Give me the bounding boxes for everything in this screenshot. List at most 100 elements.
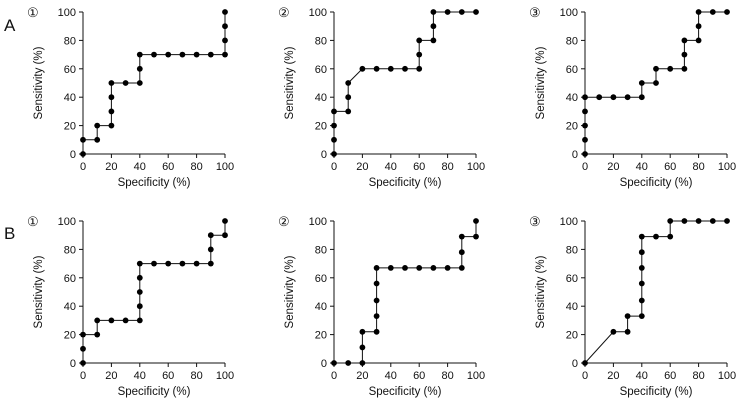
panel-a-3-roc-point (681, 65, 688, 72)
panel-a-2-y-tick-label: 40 (315, 92, 327, 104)
panel-b-2-roc-point (373, 313, 380, 319)
panel-b-3-label: ③ (529, 214, 541, 229)
panel-a-1-roc-point (136, 65, 143, 72)
panel-b-1-x-tick-label: 60 (162, 370, 174, 382)
panel-b-2-roc-point (416, 265, 423, 271)
panel-a-3-roc-point (653, 80, 659, 86)
panel-b-2-y-tick-label: 20 (315, 330, 327, 342)
panel-a-1-roc-point (94, 122, 101, 129)
panel-b-3-x-tick-label: 100 (718, 370, 736, 382)
panel-b-1-y-axis-label: Sensitivity (%) (33, 255, 45, 328)
panel-b-2-y-axis-label: Sensitivity (%) (284, 255, 296, 328)
panel-b-3-y-tick-label: 80 (566, 244, 578, 256)
panel-a-2-x-axis-label: Specificity (%) (369, 177, 442, 189)
panel-b-2-roc-point (473, 233, 479, 240)
panel-b-1-roc-line (82, 221, 226, 363)
panel-b-2-y-tick-label: 40 (315, 301, 327, 313)
panel-b-1-roc-point (122, 317, 129, 324)
panel-a-1-y-tick-label: 100 (58, 7, 76, 19)
panel-a-2-roc-point (345, 80, 352, 86)
panel-b-1-roc-point (222, 218, 228, 224)
panel-a-3-roc-point (667, 65, 674, 72)
panel-a-1: ① 0 20 40 60 80 100 0 20 40 60 80 100 Specificity (%)… (27, 5, 234, 189)
panel-a-2-roc-point (402, 65, 408, 72)
panel-b-1-x-axis-label: Specificity (%) (118, 386, 191, 398)
panel-a-1-roc-point (122, 80, 129, 86)
panel-a-2-y-tick-label: 100 (309, 7, 327, 19)
panel-a-2-roc-line (333, 11, 476, 154)
panel-a-1-x-tick-label: 60 (162, 161, 174, 173)
panel-a-3-roc-point (582, 151, 588, 157)
panel-b-3-roc-line (584, 220, 727, 364)
panel-b-1-x-tick-label: 20 (105, 370, 117, 382)
panel-a-2-x-tick-label: 40 (385, 161, 397, 173)
panel-a-1-y-tick-label: 80 (64, 35, 76, 47)
panel-a-3-roc-point (681, 37, 688, 44)
panel-a-3-x-tick-label: 60 (664, 161, 676, 173)
panel-b-3-y-tick-label: 0 (572, 358, 578, 370)
panel-a-1-roc-line (82, 12, 226, 154)
panel-b-1-roc-point (136, 317, 143, 324)
panel-a-1-x-axis-label: Specificity (%) (118, 177, 191, 189)
panel-a-3-roc-point (709, 9, 716, 15)
panel-b-1-roc-point (136, 289, 143, 295)
panel-b-2-x-tick-label: 0 (331, 370, 337, 382)
panel-a-1-x-tick-label: 0 (80, 161, 86, 173)
panel-a-1-roc-point (108, 94, 115, 101)
panel-b-2-roc-point (331, 360, 337, 366)
panel-b-3-roc-point (638, 249, 645, 256)
panel-b-1-roc-point (136, 303, 143, 310)
panel-b-2-y-tick-label: 80 (315, 244, 327, 256)
panel-a-2-y-tick-label: 20 (315, 121, 327, 133)
panel-b-1-roc-point (207, 260, 214, 267)
panel-a-1-roc-point (165, 51, 172, 58)
panel-a-2-roc-point (458, 9, 465, 15)
panel-a-3-roc-point (624, 94, 631, 101)
panel-a-1-roc-point (179, 51, 186, 58)
panel-b-1-x-tick-label: 100 (216, 370, 234, 382)
panel-a-3-y-tick-label: 100 (560, 7, 578, 19)
panel-b-1-y-tick-label: 60 (64, 273, 76, 285)
panel-b-1-y-tick-label: 40 (64, 301, 76, 313)
panel-a-1-label: ① (27, 5, 39, 20)
panel-b-3-x-tick-label: 20 (607, 370, 619, 382)
panel-b-3-roc-point (624, 328, 631, 335)
panel-b-2-x-tick-label: 60 (413, 370, 425, 382)
panel-a-3-y-tick-label: 0 (572, 149, 578, 161)
panel-b-1-roc-point (108, 317, 115, 324)
panel-a-3-x-tick-label: 80 (692, 161, 704, 173)
panel-a-2-roc-point (473, 9, 479, 15)
panel-b-3-roc-point (653, 233, 659, 240)
panel-a-2-roc-point (345, 94, 352, 101)
panel-b-3-roc-point (667, 233, 674, 240)
panel-b-2-label: ② (278, 214, 290, 229)
panel-b-2-roc-point (387, 265, 394, 271)
panel-b-1-roc-point (207, 232, 214, 239)
panel-a-1-roc-point (151, 51, 157, 58)
panel-a-3-x-axis-label: Specificity (%) (620, 177, 693, 189)
panel-a-2-roc-point (331, 108, 337, 115)
panel-a-1-roc-point (108, 122, 115, 129)
panel-b-1-label: ① (27, 214, 39, 229)
panel-b-3-y-tick-label: 40 (566, 301, 578, 313)
panel-a-1-roc-point (207, 51, 214, 58)
panel-a-3-y-tick-label: 40 (566, 92, 578, 104)
panel-b-1-roc-point (207, 246, 214, 253)
panel-b-1: ① 0 20 40 60 80 100 0 20 40 60 80 100 Specificity (%)… (27, 214, 234, 398)
panel-a-1-roc-point (94, 136, 101, 143)
panel-a-3-roc-point (681, 51, 688, 58)
panel-b-1-x-tick-label: 80 (190, 370, 202, 382)
panel-a-1-y-tick-label: 0 (70, 149, 76, 161)
panel-a-2-roc-point (416, 65, 423, 72)
panel-b-3-roc-point (724, 218, 730, 224)
panel-b-1-y-tick-label: 0 (70, 358, 76, 370)
panel-a-1-roc-point (222, 51, 228, 58)
panel-a-2-roc-point (387, 65, 394, 72)
panel-a-1-y-tick-label: 40 (64, 92, 76, 104)
panel-a-1-roc-point (108, 108, 115, 115)
panel-a-1-roc-point (222, 37, 228, 44)
panel-b-2-roc-point (373, 280, 380, 287)
panel-a-2-y-axis-label: Sensitivity (%) (284, 46, 296, 119)
panel-b-3-x-tick-label: 60 (664, 370, 676, 382)
panel-a-3-y-tick-label: 80 (566, 35, 578, 47)
